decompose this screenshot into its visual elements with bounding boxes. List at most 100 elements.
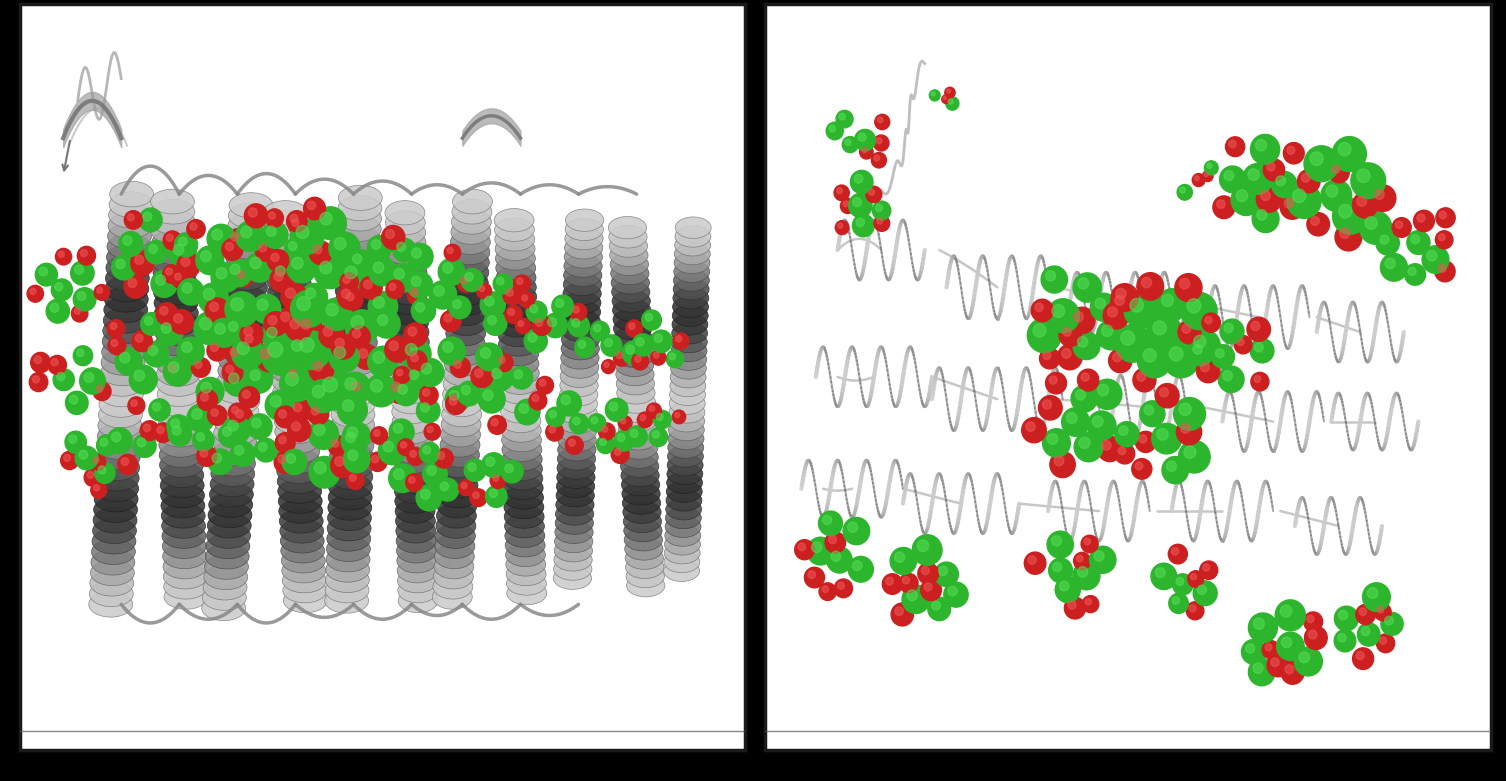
Ellipse shape bbox=[452, 209, 491, 234]
Circle shape bbox=[1202, 171, 1212, 181]
Ellipse shape bbox=[265, 230, 309, 255]
Ellipse shape bbox=[500, 390, 541, 414]
Circle shape bbox=[1090, 294, 1117, 321]
Ellipse shape bbox=[450, 240, 489, 265]
Circle shape bbox=[587, 414, 605, 432]
Ellipse shape bbox=[435, 524, 476, 548]
Circle shape bbox=[1188, 341, 1214, 366]
Circle shape bbox=[1384, 616, 1393, 625]
Ellipse shape bbox=[675, 234, 711, 256]
Ellipse shape bbox=[386, 230, 426, 255]
Circle shape bbox=[545, 407, 565, 426]
Ellipse shape bbox=[98, 412, 142, 438]
Circle shape bbox=[1242, 163, 1273, 194]
Circle shape bbox=[1271, 658, 1279, 667]
Circle shape bbox=[438, 452, 444, 459]
Ellipse shape bbox=[616, 373, 655, 395]
Circle shape bbox=[422, 363, 432, 374]
Circle shape bbox=[169, 240, 196, 268]
Circle shape bbox=[1438, 234, 1446, 241]
Circle shape bbox=[164, 361, 185, 382]
Circle shape bbox=[179, 237, 187, 246]
Circle shape bbox=[334, 457, 345, 466]
Circle shape bbox=[378, 437, 405, 465]
Circle shape bbox=[819, 583, 836, 601]
Circle shape bbox=[386, 337, 410, 362]
Ellipse shape bbox=[217, 379, 261, 404]
Circle shape bbox=[1155, 568, 1166, 578]
Circle shape bbox=[807, 571, 815, 579]
Circle shape bbox=[654, 352, 660, 358]
Circle shape bbox=[381, 226, 405, 249]
Ellipse shape bbox=[160, 463, 203, 487]
Circle shape bbox=[1328, 162, 1349, 183]
Circle shape bbox=[520, 292, 535, 308]
Circle shape bbox=[1114, 444, 1134, 464]
Circle shape bbox=[387, 378, 413, 404]
Circle shape bbox=[611, 445, 630, 463]
Ellipse shape bbox=[268, 300, 313, 324]
Circle shape bbox=[593, 324, 601, 332]
Ellipse shape bbox=[89, 591, 133, 617]
Circle shape bbox=[120, 458, 128, 465]
Circle shape bbox=[166, 268, 173, 275]
Circle shape bbox=[252, 294, 282, 323]
Circle shape bbox=[1167, 461, 1176, 472]
Circle shape bbox=[163, 231, 182, 250]
Ellipse shape bbox=[562, 301, 601, 323]
Ellipse shape bbox=[265, 241, 310, 265]
Circle shape bbox=[848, 556, 873, 582]
Circle shape bbox=[1119, 426, 1128, 436]
Circle shape bbox=[74, 308, 80, 315]
Ellipse shape bbox=[562, 319, 599, 341]
Circle shape bbox=[90, 455, 105, 470]
Circle shape bbox=[1309, 630, 1316, 639]
Circle shape bbox=[1396, 221, 1402, 229]
Ellipse shape bbox=[325, 578, 369, 603]
Circle shape bbox=[851, 170, 873, 194]
Circle shape bbox=[876, 137, 883, 144]
Ellipse shape bbox=[498, 342, 539, 366]
Circle shape bbox=[420, 489, 431, 499]
Circle shape bbox=[524, 329, 547, 353]
Ellipse shape bbox=[443, 392, 482, 416]
Circle shape bbox=[396, 242, 405, 251]
Ellipse shape bbox=[270, 320, 313, 344]
Circle shape bbox=[286, 288, 295, 298]
Circle shape bbox=[242, 390, 250, 398]
Circle shape bbox=[294, 403, 301, 412]
Ellipse shape bbox=[158, 433, 203, 457]
Ellipse shape bbox=[333, 330, 378, 355]
Circle shape bbox=[843, 201, 848, 207]
Circle shape bbox=[291, 291, 327, 327]
Circle shape bbox=[834, 579, 852, 597]
Circle shape bbox=[96, 287, 102, 293]
Circle shape bbox=[264, 312, 288, 336]
Circle shape bbox=[890, 547, 917, 575]
Circle shape bbox=[262, 335, 300, 375]
Circle shape bbox=[107, 428, 133, 454]
Ellipse shape bbox=[328, 485, 372, 510]
Circle shape bbox=[1248, 613, 1277, 643]
Circle shape bbox=[172, 426, 181, 435]
Ellipse shape bbox=[505, 524, 545, 547]
Circle shape bbox=[875, 205, 883, 212]
Circle shape bbox=[1182, 324, 1191, 333]
Circle shape bbox=[1066, 412, 1077, 423]
Circle shape bbox=[437, 478, 458, 501]
Circle shape bbox=[206, 340, 227, 361]
Circle shape bbox=[292, 422, 300, 431]
Ellipse shape bbox=[667, 472, 702, 494]
Circle shape bbox=[423, 462, 447, 487]
Circle shape bbox=[599, 438, 607, 445]
Circle shape bbox=[134, 370, 145, 381]
Ellipse shape bbox=[395, 489, 435, 513]
Circle shape bbox=[598, 423, 614, 440]
Circle shape bbox=[1041, 266, 1068, 293]
Ellipse shape bbox=[670, 358, 706, 379]
Circle shape bbox=[1176, 577, 1184, 586]
Circle shape bbox=[258, 299, 268, 310]
Circle shape bbox=[149, 399, 170, 421]
Ellipse shape bbox=[625, 556, 664, 579]
Ellipse shape bbox=[395, 469, 434, 494]
